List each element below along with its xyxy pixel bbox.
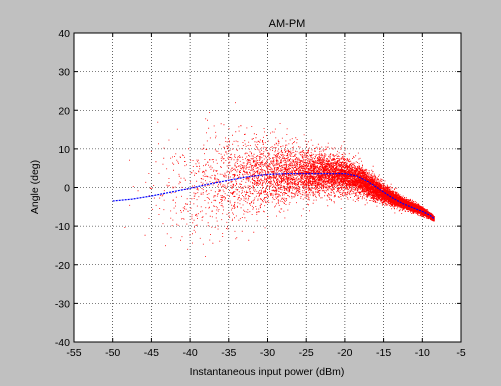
x-tick-label: -50 <box>105 347 120 359</box>
x-tick-label: -5 <box>456 347 465 359</box>
x-tick-label: -20 <box>337 347 352 359</box>
y-tick-label: 20 <box>58 105 70 117</box>
x-tick-label: -15 <box>376 347 391 359</box>
grid-lines <box>74 33 461 342</box>
tick-layer: -55 -50 -45 -40 -35 -30 -25 -20 -15 -10 -5 -40 -30 -2… <box>55 28 466 359</box>
fit-line <box>112 173 435 219</box>
y-tick-label: 30 <box>58 67 70 79</box>
x-tick-label: -40 <box>183 347 198 359</box>
y-axis-label: Angle (deg) <box>29 160 41 214</box>
chart-title: AM-PM <box>269 18 306 30</box>
y-tick-label: 10 <box>58 144 70 156</box>
y-tick-label: -20 <box>55 260 70 272</box>
y-tick-label: -40 <box>55 337 70 349</box>
plot-area <box>74 33 461 342</box>
scatter-points <box>124 102 435 257</box>
x-tick-label: -55 <box>66 347 81 359</box>
y-tick-label: 0 <box>64 183 70 195</box>
x-tick-label: -45 <box>144 347 159 359</box>
x-tick-label: -35 <box>221 347 236 359</box>
x-tick-label: -30 <box>260 347 275 359</box>
x-tick-label: -25 <box>299 347 314 359</box>
scatter-series <box>124 102 435 257</box>
x-axis-label: Instantaneous input power (dBm) <box>190 366 345 378</box>
x-tick-label: -10 <box>415 347 430 359</box>
y-tick-label: -10 <box>55 221 70 233</box>
y-tick-label: -30 <box>55 298 70 310</box>
fit-line-layer <box>112 173 435 219</box>
y-tick-label: 40 <box>58 28 70 40</box>
